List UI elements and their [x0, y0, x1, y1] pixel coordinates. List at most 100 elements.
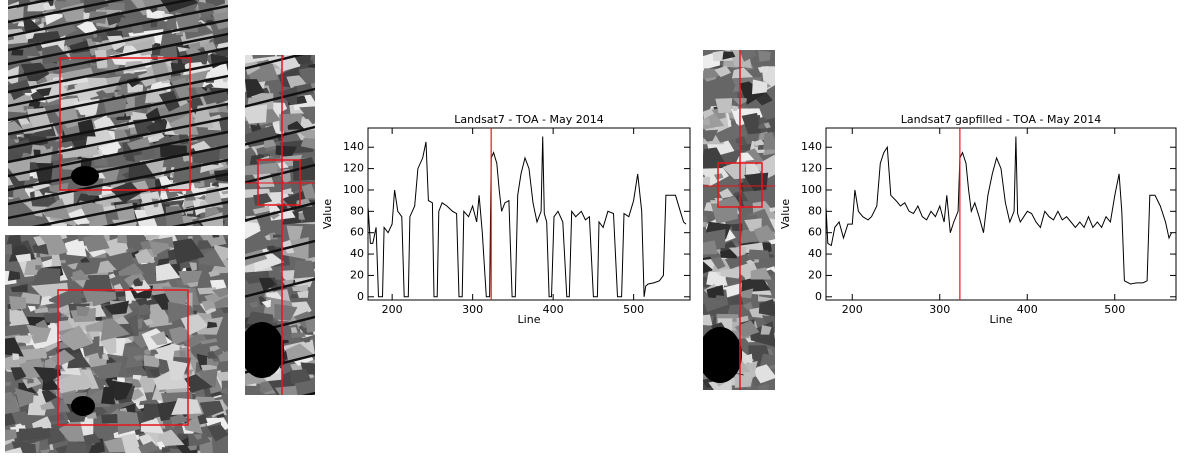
field-patch	[66, 208, 89, 225]
field-patch	[710, 256, 726, 270]
field-patch	[274, 385, 298, 395]
y-tick-label: 40	[350, 247, 364, 260]
field-patch	[8, 28, 31, 45]
x-tick-label: 200	[382, 303, 403, 316]
field-patch	[27, 305, 36, 312]
scan-gap	[8, 74, 228, 122]
field-patch	[125, 388, 144, 401]
field-patch	[5, 337, 24, 357]
field-patch	[750, 267, 772, 280]
scan-gap	[8, 158, 228, 206]
x-tick-label: 400	[1017, 303, 1038, 316]
field-patch	[189, 262, 197, 271]
field-patch	[215, 371, 228, 381]
field-patch	[714, 295, 726, 301]
field-patch	[245, 221, 261, 240]
field-patch	[140, 418, 164, 434]
y-tick-label: 120	[343, 162, 364, 175]
field-patch	[18, 428, 51, 441]
scan-gap	[8, 18, 228, 66]
scan-gap	[8, 130, 228, 178]
field-patch	[161, 391, 193, 403]
x-tick-label: 500	[623, 303, 644, 316]
field-patch	[747, 249, 770, 260]
scan-gap	[245, 277, 315, 298]
field-patch	[159, 76, 168, 82]
field-patch	[171, 398, 202, 415]
x-tick-label: 300	[929, 303, 950, 316]
field-patch	[23, 45, 41, 57]
field-patch	[769, 207, 775, 212]
y-tick-label: 140	[801, 140, 822, 153]
field-patch	[703, 129, 719, 142]
field-patch	[218, 350, 228, 362]
field-patch	[99, 337, 117, 355]
field-patch	[47, 0, 54, 6]
field-patch	[150, 349, 159, 356]
field-patch	[54, 370, 94, 394]
field-patch	[116, 410, 141, 435]
scan-gap	[301, 391, 315, 395]
field-patch	[136, 375, 158, 393]
lake	[71, 396, 95, 416]
field-patch	[31, 282, 69, 301]
field-patch	[249, 301, 259, 308]
field-patch	[245, 104, 268, 124]
field-patch	[719, 188, 734, 199]
field-patch	[158, 429, 185, 447]
field-patch	[197, 440, 213, 453]
field-patch	[100, 318, 130, 341]
field-patch	[198, 248, 226, 268]
field-patch	[47, 427, 66, 446]
field-patch	[109, 181, 141, 203]
field-patch	[39, 449, 51, 453]
field-patch	[132, 281, 144, 287]
scan-gap	[8, 0, 195, 38]
field-patch	[149, 241, 170, 256]
field-patch	[172, 160, 201, 183]
field-patch	[206, 321, 218, 329]
field-patch	[308, 63, 315, 68]
field-patch	[35, 319, 49, 328]
y-tick-label: 60	[808, 226, 822, 239]
field-patch	[753, 225, 775, 243]
field-patch	[178, 270, 203, 286]
field-patch	[5, 321, 11, 326]
field-patch	[12, 353, 20, 361]
field-patch	[101, 386, 115, 405]
field-patch	[710, 203, 738, 224]
field-patch	[212, 235, 220, 238]
field-patch	[65, 441, 88, 453]
scan-gap	[8, 0, 55, 10]
field-patch	[8, 184, 14, 198]
satellite-strip	[235, 11, 325, 452]
field-patch	[736, 152, 755, 162]
field-patch	[35, 265, 42, 271]
field-patch	[34, 307, 49, 314]
field-patch	[5, 243, 13, 255]
scan-gap	[8, 60, 228, 108]
field-patch	[65, 0, 81, 6]
field-patch	[718, 196, 742, 208]
field-patch	[76, 306, 90, 317]
field-patch	[58, 416, 85, 442]
field-patch	[734, 320, 760, 338]
field-patch	[105, 379, 133, 401]
roi-box	[257, 159, 301, 206]
field-patch	[290, 294, 298, 299]
field-patch	[93, 114, 118, 130]
scan-gap	[8, 172, 228, 220]
field-patch	[741, 112, 762, 135]
y-tick-label: 100	[343, 183, 364, 196]
field-patch	[86, 412, 97, 419]
scan-gap	[235, 429, 325, 452]
field-patch	[200, 338, 218, 345]
field-patch	[211, 181, 219, 187]
field-patch	[40, 401, 55, 411]
field-patch	[23, 17, 41, 34]
field-patch	[291, 332, 306, 338]
field-patch	[102, 353, 109, 360]
scan-gap	[235, 11, 325, 34]
x-tick-label: 400	[543, 303, 564, 316]
